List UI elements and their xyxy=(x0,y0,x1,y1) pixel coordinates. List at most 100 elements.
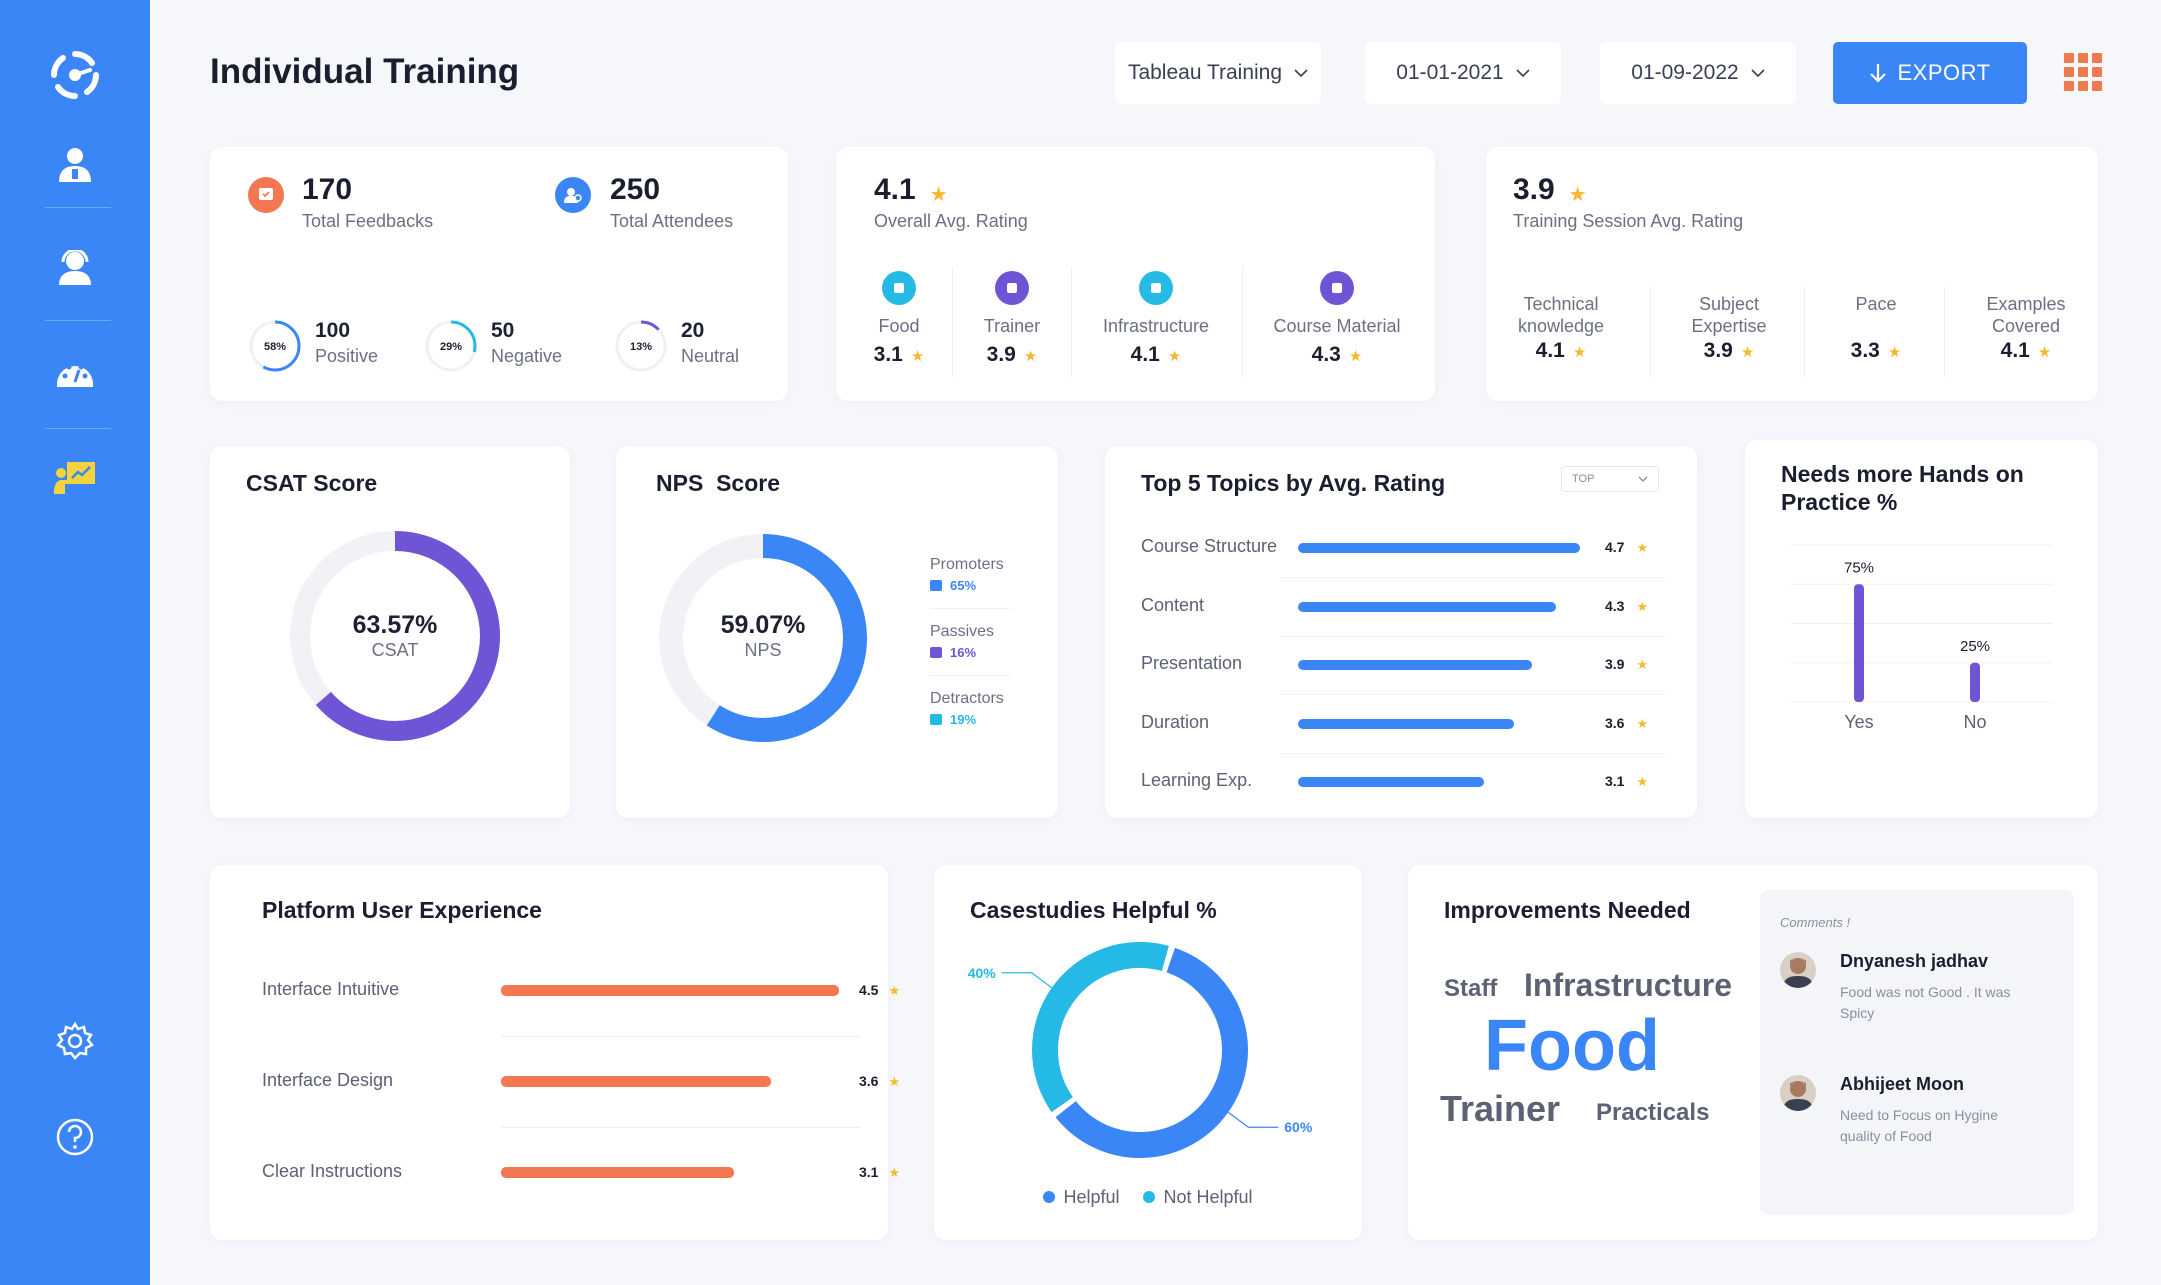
thumbs-down-icon xyxy=(930,714,942,725)
end-date-select[interactable]: 01-09-2022 xyxy=(1600,42,1796,104)
trainer-icon[interactable] xyxy=(45,238,105,298)
total-feedbacks-label: Total Feedbacks xyxy=(302,211,434,231)
session-item-value: 4.1 ★ xyxy=(2000,339,2052,362)
divider xyxy=(1280,694,1665,695)
bar-value: 4.5 ★ xyxy=(859,982,901,998)
word-infrastructure: Infrastructure xyxy=(1524,967,1733,1003)
thumbs-up-icon xyxy=(930,580,942,591)
nps-legend-pct: 16% xyxy=(930,645,976,660)
star-icon: ★ xyxy=(1740,344,1755,361)
session-item-value: 3.3 ★ xyxy=(1850,339,1902,362)
total-feedbacks-value: 170 xyxy=(302,173,353,206)
legend-not-helpful: Not Helpful xyxy=(1143,1187,1253,1208)
divider xyxy=(930,675,1010,676)
comments-panel: Comments ! Dnyanesh jadhav Food was not G… xyxy=(1760,890,2074,1215)
session-rating-card: 3.9 ★ Training Session Avg. Rating Techn… xyxy=(1486,147,2098,401)
star-icon: ★ xyxy=(1568,183,1587,206)
casestudies-card: Casestudies Helpful % 60% 40% Helpful Not… xyxy=(934,865,1362,1240)
rating-item-label: Infrastructure xyxy=(1102,316,1210,336)
bar xyxy=(1298,601,1556,612)
column-divider xyxy=(1242,267,1243,377)
overall-rating-card: 4.1 ★ Overall Avg. Rating Food 3.1 ★ Traine… xyxy=(836,147,1435,401)
overall-rating-label: Overall Avg. Rating xyxy=(874,211,1028,231)
gear-icon[interactable] xyxy=(45,1011,105,1071)
comment-text-cont: Spicy xyxy=(1840,1005,1875,1021)
rating-item-value: 4.3 ★ xyxy=(1311,343,1363,366)
help-icon[interactable] xyxy=(45,1107,105,1167)
rating-item-label: Course Material xyxy=(1273,316,1401,336)
session-item: Examples Covered 4.1 ★ xyxy=(1946,293,2106,363)
utensils-icon xyxy=(882,271,916,305)
word-food: Food xyxy=(1484,1006,1660,1086)
bar xyxy=(1298,777,1484,787)
session-item-value: 3.9 ★ xyxy=(1703,339,1755,362)
sentiment-ring-positive: 58% xyxy=(249,320,301,372)
session-rating-value: 3.9 xyxy=(1513,173,1555,206)
overall-rating-value: 4.1 xyxy=(874,173,916,206)
divider xyxy=(1280,752,1665,754)
bar xyxy=(1298,543,1580,553)
user-icon[interactable] xyxy=(45,135,105,195)
leader-line xyxy=(1227,1111,1279,1128)
sidebar-divider xyxy=(45,207,111,208)
nps-legend-pct: 19% xyxy=(930,712,976,727)
rating-item-label: Trainer xyxy=(983,316,1041,336)
improvements-title: Improvements Needed xyxy=(1444,897,1691,923)
chevron-down-icon xyxy=(1294,69,1308,77)
summary-card: 170 Total Feedbacks 250 Total Attendees … xyxy=(210,147,788,401)
pie-slice xyxy=(1032,942,1169,1113)
bar-label: Duration xyxy=(1141,711,1210,732)
divider xyxy=(1280,635,1665,637)
column-divider xyxy=(1944,287,1945,377)
bar-value: 4.7 ★ xyxy=(1605,539,1649,555)
star-icon: ★ xyxy=(1636,657,1649,672)
dashboard-gauge-icon[interactable] xyxy=(45,342,105,402)
bar-value: 4.3 ★ xyxy=(1605,597,1649,614)
sentiment-pct: 13% xyxy=(630,341,652,353)
nps-value: 59.07% xyxy=(720,611,806,639)
bar-label: Course Structure xyxy=(1141,536,1278,556)
chevron-down-icon xyxy=(1516,69,1530,77)
bar xyxy=(501,985,839,996)
star-icon: ★ xyxy=(888,1165,901,1180)
bar xyxy=(1298,718,1514,729)
presentation-icon[interactable] xyxy=(45,448,105,508)
sidebar xyxy=(0,0,150,1285)
start-date-value: 01-01-2021 xyxy=(1396,61,1504,84)
bar xyxy=(501,1167,734,1178)
export-button[interactable]: EXPORT xyxy=(1833,42,2027,104)
book-icon xyxy=(1320,271,1354,305)
practice-chart: 75% Yes 25% No xyxy=(1791,544,2053,732)
column-divider xyxy=(952,267,953,377)
main-content: Individual Training Tableau Training 01-… xyxy=(150,0,2161,1285)
start-date-select[interactable]: 01-01-2021 xyxy=(1365,42,1561,104)
star-icon: ★ xyxy=(888,983,901,998)
sentiment-label: Negative xyxy=(491,346,563,366)
practice-card: Needs more Hands on Practice % 75% Yes 25%… xyxy=(1745,440,2098,818)
nps-card: NPS Score 59.07% NPS Promoters 65% Passive… xyxy=(616,446,1058,818)
star-icon: ★ xyxy=(1636,774,1649,789)
top-select-value: TOP xyxy=(1572,473,1595,485)
x-tick-label: No xyxy=(1963,712,1986,732)
session-item-label: Examples Covered xyxy=(1986,294,2066,336)
comment-text: Food was not Good . It was xyxy=(1840,984,2011,1000)
improvements-card: Improvements Needed Staff Infrastructure… xyxy=(1408,865,2098,1240)
building-icon xyxy=(1139,271,1173,305)
sidebar-divider xyxy=(45,320,111,321)
star-icon: ★ xyxy=(1023,348,1038,365)
chevron-down-icon xyxy=(1751,69,1765,77)
top-topics-title: Top 5 Topics by Avg. Rating xyxy=(1141,470,1446,496)
top-select[interactable]: TOP xyxy=(1561,466,1659,492)
training-select[interactable]: Tableau Training xyxy=(1115,42,1321,104)
divider xyxy=(1280,577,1665,578)
casestudies-chart: 60% 40% xyxy=(968,942,1313,1158)
session-item: Technical knowledge 4.1 ★ xyxy=(1481,293,1641,363)
bar xyxy=(1854,584,1864,702)
session-item-label: Subject Expertise xyxy=(1691,294,1767,336)
logo-icon[interactable] xyxy=(45,45,105,105)
csat-title: CSAT Score xyxy=(246,470,378,496)
bar xyxy=(1298,660,1532,670)
apps-grid-icon[interactable] xyxy=(2064,53,2102,91)
nps-legend-label: Passives xyxy=(930,623,995,640)
sentiment-label: Positive xyxy=(315,346,379,366)
